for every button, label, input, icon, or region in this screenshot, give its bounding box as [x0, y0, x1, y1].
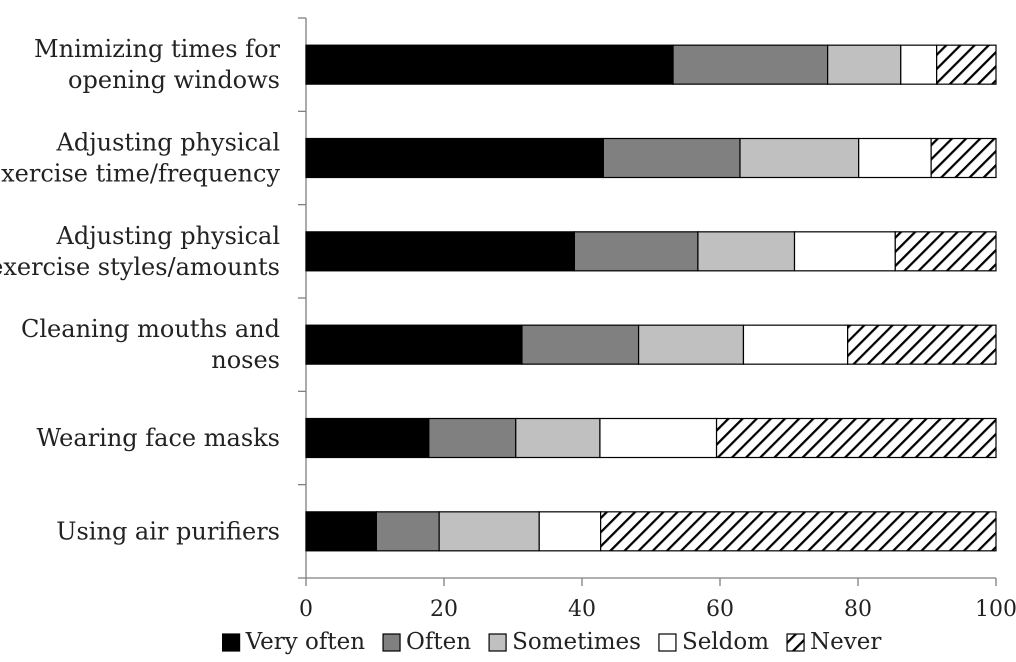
category-label: noses	[211, 346, 280, 374]
legend-label-seldom: Seldom	[682, 629, 769, 655]
legend-label-very-often: Very often	[245, 629, 366, 655]
category-label: Adjusting physical	[56, 129, 280, 157]
legend: Very often Often Sometimes Seldom Never	[222, 629, 881, 655]
legend-swatch-never	[786, 633, 805, 652]
bar-segment-often-4	[428, 417, 517, 459]
legend-label-often: Often	[406, 629, 471, 655]
bar-segment-sometimes-3	[637, 324, 745, 365]
legend-swatch-very-often	[222, 633, 241, 652]
x-tick-label-60: 60	[706, 597, 734, 622]
bar-segment-seldom-0	[900, 44, 938, 85]
x-tick-label-100: 100	[975, 597, 1016, 622]
bar-segment-seldom-2	[793, 231, 896, 272]
axes	[298, 17, 997, 586]
bar-segment-very-often-2	[305, 231, 576, 272]
bar-segment-often-1	[602, 137, 741, 179]
legend-label-never: Never	[810, 629, 881, 655]
bar-segment-never-0	[936, 44, 997, 85]
bar-segment-often-0	[672, 44, 829, 85]
category-label: Adjusting physical	[56, 222, 280, 250]
bar-segment-seldom-3	[742, 324, 849, 365]
x-tick-labels: 0 20 40 60 80 100	[299, 597, 1016, 622]
bar-segment-very-often-3	[305, 324, 523, 365]
bar-segment-very-often-1	[305, 137, 604, 179]
bar-segment-never-4	[715, 417, 997, 459]
bar-segment-sometimes-4	[515, 417, 601, 459]
bar-segment-often-5	[375, 511, 440, 552]
bar-segment-never-3	[847, 324, 997, 365]
bar-segment-seldom-1	[858, 137, 932, 179]
bar-segment-very-often-4	[305, 417, 430, 459]
category-labels: Mnimizing times for opening windows Adjust…	[0, 35, 281, 545]
legend-swatch-sometimes	[488, 633, 507, 652]
category-label: Using air purifiers	[56, 517, 280, 545]
x-tick-label-20: 20	[430, 597, 458, 622]
bar-segment-very-often-0	[305, 44, 674, 85]
category-label: opening windows	[68, 66, 280, 94]
legend-swatch-often	[382, 633, 401, 652]
legend-swatch-seldom	[658, 633, 677, 652]
bar-segment-seldom-4	[599, 417, 718, 459]
bar-segment-never-1	[930, 137, 997, 179]
bar-segment-sometimes-2	[697, 231, 796, 272]
category-label: Wearing face masks	[36, 424, 280, 452]
bar-segment-very-often-5	[305, 511, 377, 552]
bar-segment-sometimes-1	[739, 137, 860, 179]
bar-segment-sometimes-0	[827, 44, 902, 85]
category-label: exercise time/frequency	[0, 160, 280, 188]
x-tick-label-40: 40	[568, 597, 596, 622]
bar-segment-seldom-5	[538, 511, 602, 552]
bars	[305, 44, 997, 552]
bar-segment-never-5	[600, 511, 997, 552]
bar-segment-often-2	[573, 231, 699, 272]
bar-segment-never-2	[894, 231, 997, 272]
x-tick-label-0: 0	[299, 597, 313, 622]
x-tick-label-80: 80	[844, 597, 872, 622]
category-label: Cleaning mouths and	[21, 315, 280, 343]
category-label: Mnimizing times for	[34, 35, 280, 63]
bar-segment-often-3	[521, 324, 640, 365]
category-label: exercise styles/amounts	[0, 253, 280, 281]
bar-segment-sometimes-5	[438, 511, 540, 552]
legend-label-sometimes: Sometimes	[512, 629, 641, 655]
